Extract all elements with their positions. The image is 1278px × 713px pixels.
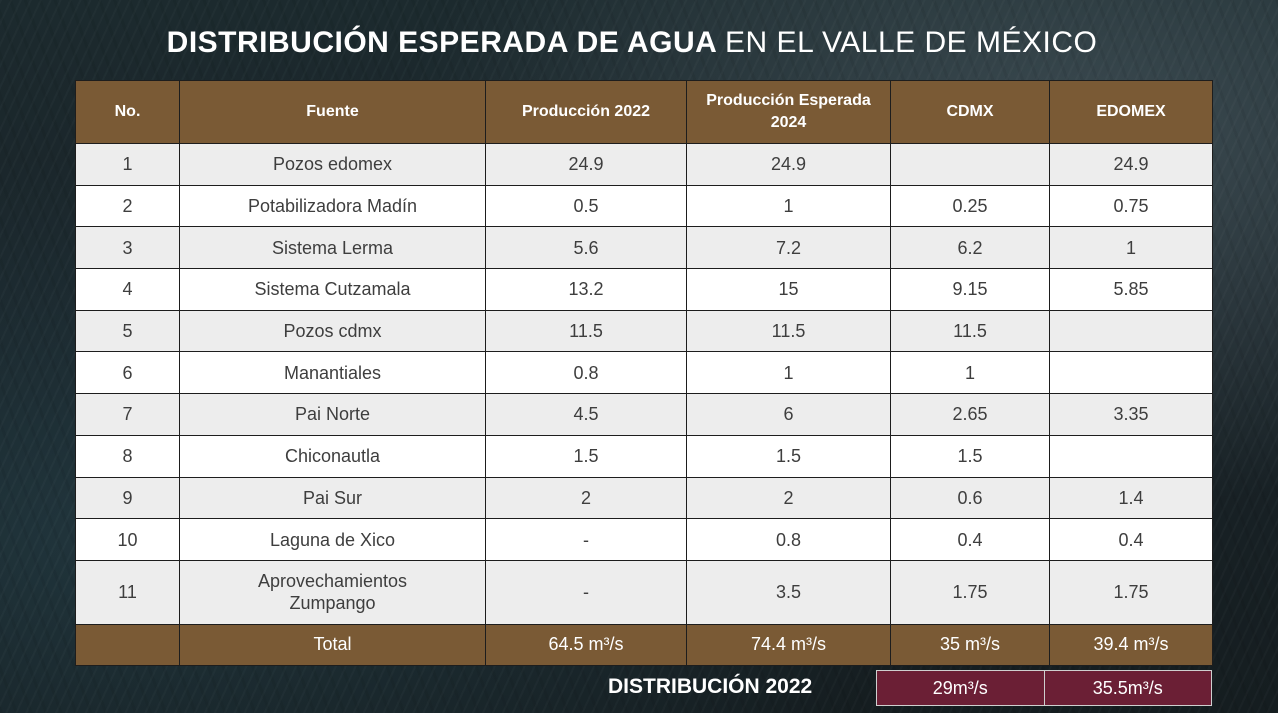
header-edomex: EDOMEX xyxy=(1049,80,1213,144)
table-row: 6 Manantiales 0.8 1 1 xyxy=(75,351,1213,395)
cell-edomex xyxy=(1049,351,1213,395)
cell-produccion-2024: 24.9 xyxy=(686,143,891,186)
distribution-table: No. Fuente Producción 2022 Producción Es… xyxy=(75,80,1213,666)
cell-cdmx: 1 xyxy=(890,351,1050,395)
cell-fuente: Sistema Cutzamala xyxy=(179,268,486,311)
distribucion-2022-label: DISTRIBUCIÓN 2022 xyxy=(608,675,813,698)
cell-produccion-2024: 3.5 xyxy=(686,559,891,625)
cell-produccion-2022: - xyxy=(485,518,687,561)
cell-produccion-2024: 1 xyxy=(686,351,891,395)
page-title-bold: DISTRIBUCIÓN ESPERADA DE AGUA xyxy=(166,26,717,59)
total-cdmx: 35 m³/s xyxy=(890,623,1050,666)
cell-produccion-2022: 13.2 xyxy=(485,268,687,311)
table-header-row: No. Fuente Producción 2022 Producción Es… xyxy=(75,80,1213,144)
cell-no: 6 xyxy=(75,351,180,395)
distribucion-2022-boxes: 29m³/s 35.5m³/s xyxy=(876,670,1212,706)
table-row: 10 Laguna de Xico - 0.8 0.4 0.4 xyxy=(75,518,1213,561)
cell-edomex: 24.9 xyxy=(1049,143,1213,186)
cell-produccion-2022: 0.5 xyxy=(485,184,687,228)
cell-produccion-2022: 1.5 xyxy=(485,434,687,478)
cell-no: 8 xyxy=(75,434,180,478)
cell-no: 9 xyxy=(75,476,180,520)
cell-cdmx: 1.5 xyxy=(890,434,1050,478)
total-label: Total xyxy=(179,623,486,666)
table-row: 11 Aprovechamientos Zumpango - 3.5 1.75 … xyxy=(75,559,1213,625)
table-row: 9 Pai Sur 2 2 0.6 1.4 xyxy=(75,476,1213,520)
page-title-light: EN EL VALLE DE MÉXICO xyxy=(725,26,1098,59)
header-produccion-2022: Producción 2022 xyxy=(485,80,687,144)
cell-fuente: Pozos cdmx xyxy=(179,309,486,353)
table-row: 8 Chiconautla 1.5 1.5 1.5 xyxy=(75,434,1213,478)
total-row: Total 64.5 m³/s 74.4 m³/s 35 m³/s 39.4 m… xyxy=(75,623,1213,666)
cell-fuente: Sistema Lerma xyxy=(179,226,486,270)
cell-fuente: Manantiales xyxy=(179,351,486,395)
header-cdmx: CDMX xyxy=(890,80,1050,144)
cell-cdmx: 0.25 xyxy=(890,184,1050,228)
cell-edomex: 1 xyxy=(1049,226,1213,270)
total-produccion-2022: 64.5 m³/s xyxy=(485,623,687,666)
cell-cdmx: 0.6 xyxy=(890,476,1050,520)
cell-produccion-2024: 15 xyxy=(686,268,891,311)
cell-produccion-2022: 0.8 xyxy=(485,351,687,395)
cell-edomex: 5.85 xyxy=(1049,268,1213,311)
table-row: 7 Pai Norte 4.5 6 2.65 3.35 xyxy=(75,393,1213,436)
cell-produccion-2024: 2 xyxy=(686,476,891,520)
cell-cdmx: 0.4 xyxy=(890,518,1050,561)
page-title: DISTRIBUCIÓN ESPERADA DE AGUA EN EL VALL… xyxy=(0,26,1264,60)
cell-cdmx xyxy=(890,143,1050,186)
table-row: 5 Pozos cdmx 11.5 11.5 11.5 xyxy=(75,309,1213,353)
cell-produccion-2022: 5.6 xyxy=(485,226,687,270)
cell-edomex xyxy=(1049,434,1213,478)
cell-cdmx: 6.2 xyxy=(890,226,1050,270)
table-row: 4 Sistema Cutzamala 13.2 15 9.15 5.85 xyxy=(75,268,1213,311)
cell-cdmx: 2.65 xyxy=(890,393,1050,436)
table-row: 3 Sistema Lerma 5.6 7.2 6.2 1 xyxy=(75,226,1213,270)
cell-edomex xyxy=(1049,309,1213,353)
table-row: 1 Pozos edomex 24.9 24.9 24.9 xyxy=(75,143,1213,186)
cell-produccion-2022: - xyxy=(485,559,687,625)
cell-no: 3 xyxy=(75,226,180,270)
cell-produccion-2024: 0.8 xyxy=(686,518,891,561)
cell-edomex: 3.35 xyxy=(1049,393,1213,436)
header-produccion-esperada-2024: Producción Esperada 2024 xyxy=(686,80,891,144)
cell-edomex: 0.4 xyxy=(1049,518,1213,561)
cell-produccion-2022: 4.5 xyxy=(485,393,687,436)
cell-fuente: Potabilizadora Madín xyxy=(179,184,486,228)
distribucion-2022-cdmx: 29m³/s xyxy=(877,671,1044,705)
cell-cdmx: 11.5 xyxy=(890,309,1050,353)
cell-produccion-2024: 11.5 xyxy=(686,309,891,353)
cell-no: 4 xyxy=(75,268,180,311)
cell-fuente: Pozos edomex xyxy=(179,143,486,186)
distribucion-2022-edomex: 35.5m³/s xyxy=(1043,671,1211,705)
cell-no: 2 xyxy=(75,184,180,228)
cell-no: 10 xyxy=(75,518,180,561)
cell-produccion-2022: 24.9 xyxy=(485,143,687,186)
cell-fuente: Aprovechamientos Zumpango xyxy=(179,559,486,625)
cell-fuente: Chiconautla xyxy=(179,434,486,478)
cell-produccion-2024: 1.5 xyxy=(686,434,891,478)
cell-produccion-2022: 11.5 xyxy=(485,309,687,353)
cell-cdmx: 1.75 xyxy=(890,559,1050,625)
cell-produccion-2024: 6 xyxy=(686,393,891,436)
header-no: No. xyxy=(75,80,180,144)
cell-edomex: 1.4 xyxy=(1049,476,1213,520)
total-produccion-2024: 74.4 m³/s xyxy=(686,623,891,666)
cell-produccion-2024: 1 xyxy=(686,184,891,228)
table-row: 2 Potabilizadora Madín 0.5 1 0.25 0.75 xyxy=(75,184,1213,228)
cell-no: 5 xyxy=(75,309,180,353)
total-no xyxy=(75,623,180,666)
header-fuente: Fuente xyxy=(179,80,486,144)
cell-cdmx: 9.15 xyxy=(890,268,1050,311)
cell-edomex: 0.75 xyxy=(1049,184,1213,228)
cell-produccion-2022: 2 xyxy=(485,476,687,520)
total-edomex: 39.4 m³/s xyxy=(1049,623,1213,666)
cell-edomex: 1.75 xyxy=(1049,559,1213,625)
cell-produccion-2024: 7.2 xyxy=(686,226,891,270)
cell-no: 11 xyxy=(75,559,180,625)
cell-no: 7 xyxy=(75,393,180,436)
cell-no: 1 xyxy=(75,143,180,186)
cell-fuente: Pai Norte xyxy=(179,393,486,436)
cell-fuente: Laguna de Xico xyxy=(179,518,486,561)
cell-fuente: Pai Sur xyxy=(179,476,486,520)
